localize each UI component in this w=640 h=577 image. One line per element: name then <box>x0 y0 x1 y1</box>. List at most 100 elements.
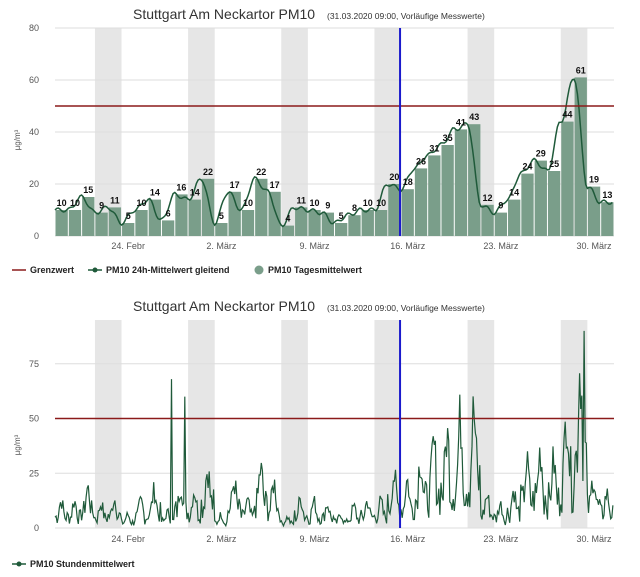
bar[interactable] <box>175 194 188 236</box>
bar[interactable] <box>321 212 334 236</box>
y-tick-label: 80 <box>29 23 39 33</box>
data-label: 22 <box>203 167 213 177</box>
data-label: 10 <box>243 198 253 208</box>
bar[interactable] <box>215 223 228 236</box>
bar[interactable] <box>587 186 601 236</box>
data-label: 20 <box>389 172 399 182</box>
data-label: 31 <box>429 143 439 153</box>
bar[interactable] <box>388 184 401 236</box>
bar[interactable] <box>68 210 82 236</box>
bar[interactable] <box>122 223 135 236</box>
data-label: 14 <box>150 188 160 198</box>
bar[interactable] <box>188 199 201 236</box>
data-label: 10 <box>376 198 386 208</box>
bar[interactable] <box>268 191 281 236</box>
bar[interactable] <box>348 215 361 236</box>
legend-grenzwert[interactable]: Grenzwert <box>30 265 74 275</box>
bar[interactable] <box>521 173 534 236</box>
data-label: 14 <box>509 188 519 198</box>
bar[interactable] <box>82 197 95 236</box>
y-tick-label: 50 <box>29 414 39 424</box>
bar[interactable] <box>308 210 321 236</box>
data-label: 17 <box>230 180 240 190</box>
bar[interactable] <box>561 121 574 236</box>
bar[interactable] <box>454 129 468 236</box>
bar[interactable] <box>95 212 108 236</box>
bar[interactable] <box>441 145 454 236</box>
bar[interactable] <box>508 199 521 236</box>
chart-subtitle: (31.03.2020 09:00, Vorläufige Messwerte) <box>327 303 485 313</box>
y-tick-label: 25 <box>29 468 39 478</box>
bar[interactable] <box>401 189 414 236</box>
x-tick-label: 24. Febr <box>111 241 145 251</box>
bar[interactable] <box>201 178 215 236</box>
data-label: 41 <box>456 117 466 127</box>
hourly-chart: Stuttgart Am Neckartor PM10 (31.03.2020 … <box>12 298 614 569</box>
data-label: 5 <box>126 211 131 221</box>
data-label: 8 <box>352 203 357 213</box>
data-label: 4 <box>285 214 290 224</box>
bar[interactable] <box>547 171 561 236</box>
bar[interactable] <box>374 210 388 236</box>
bar[interactable] <box>108 207 122 236</box>
bar[interactable] <box>534 160 547 236</box>
series-line-smooth[interactable] <box>54 78 613 228</box>
legend-hourly[interactable]: PM10 Stundenmittelwert <box>30 559 135 569</box>
daily-chart: Stuttgart Am Neckartor PM10 (31.03.2020 … <box>12 6 614 275</box>
data-label: 12 <box>483 193 493 203</box>
x-tick-label: 2. März <box>206 534 237 544</box>
series-line-hourly[interactable] <box>54 330 614 528</box>
legend-daily-swatch <box>254 265 264 275</box>
data-label: 18 <box>403 177 413 187</box>
bar[interactable] <box>494 212 508 236</box>
bar[interactable] <box>161 220 175 236</box>
bar[interactable] <box>255 178 268 236</box>
y-tick-label: 0 <box>34 523 39 533</box>
legend: Grenzwert PM10 24h-Mittelwert gleitend P… <box>12 265 362 275</box>
data-label: 10 <box>137 198 147 208</box>
bar[interactable] <box>55 210 68 236</box>
bar[interactable] <box>481 204 494 236</box>
bar[interactable] <box>574 77 587 237</box>
data-label: 5 <box>219 211 224 221</box>
bar[interactable] <box>361 210 374 236</box>
data-label: 10 <box>70 198 80 208</box>
data-label: 19 <box>589 175 599 185</box>
bar[interactable] <box>335 223 348 236</box>
bar[interactable] <box>281 225 295 236</box>
data-label: 11 <box>110 195 120 205</box>
y-tick-label: 75 <box>29 359 39 369</box>
x-tick-label: 30. März <box>577 534 613 544</box>
bar[interactable] <box>241 210 255 236</box>
data-label: 10 <box>363 198 373 208</box>
bar[interactable] <box>414 168 428 236</box>
legend-daily[interactable]: PM10 Tagesmittelwert <box>268 265 362 275</box>
bar[interactable] <box>601 202 614 236</box>
data-label: 61 <box>576 65 586 75</box>
legend-hourly-marker <box>16 561 22 567</box>
chart-title: Stuttgart Am Neckartor PM10 <box>133 6 315 22</box>
data-label: 22 <box>256 167 266 177</box>
x-tick-label: 30. März <box>577 241 613 251</box>
y-axis-label: µg/m³ <box>13 434 22 455</box>
bar[interactable] <box>148 199 161 236</box>
bar[interactable] <box>295 207 308 236</box>
weekend-band <box>281 320 308 528</box>
data-label: 25 <box>549 159 559 169</box>
legend-smooth[interactable]: PM10 24h-Mittelwert gleitend <box>106 265 230 275</box>
bar[interactable] <box>228 191 241 236</box>
data-label: 9 <box>325 201 330 211</box>
weekend-band <box>94 320 122 528</box>
x-tick-label: 9. März <box>300 241 331 251</box>
data-label: 14 <box>190 188 200 198</box>
data-label: 29 <box>536 149 546 159</box>
data-label: 43 <box>469 112 479 122</box>
x-tick-label: 2. März <box>206 241 237 251</box>
chart-title: Stuttgart Am Neckartor PM10 <box>133 298 315 314</box>
bar[interactable] <box>428 155 441 236</box>
data-label: 35 <box>443 133 453 143</box>
y-tick-label: 40 <box>29 127 39 137</box>
data-label: 10 <box>310 198 320 208</box>
bar[interactable] <box>135 210 148 236</box>
bar[interactable] <box>468 124 481 236</box>
